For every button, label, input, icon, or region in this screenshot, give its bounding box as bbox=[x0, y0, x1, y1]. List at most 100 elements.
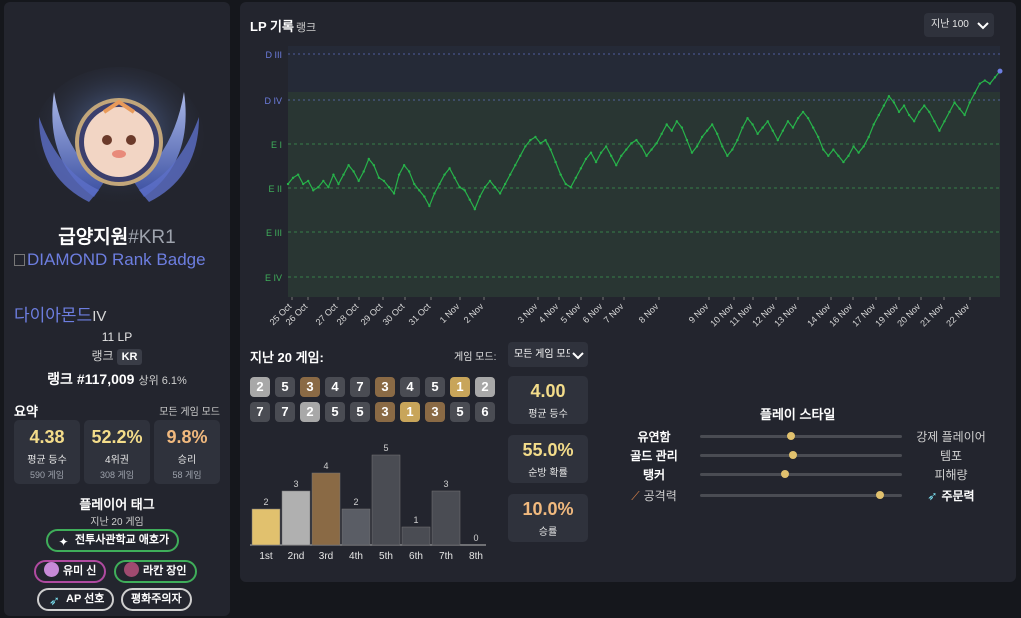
lp-point bbox=[367, 157, 370, 161]
playstyle-title: 플레이 스타일 bbox=[760, 407, 836, 422]
y-tick-label: D III bbox=[265, 50, 282, 60]
bar-value-label: 4 bbox=[323, 461, 328, 471]
placement-chip[interactable]: 6 bbox=[475, 402, 495, 422]
chevron-down-icon bbox=[570, 347, 586, 363]
placement-chip[interactable]: 5 bbox=[425, 377, 445, 397]
placement-chip[interactable]: 4 bbox=[400, 377, 420, 397]
region-label: 랭크 bbox=[91, 349, 114, 363]
lp-point bbox=[736, 138, 739, 142]
player-tag-label: 전투사관학교 애호가 bbox=[75, 534, 170, 546]
lp-point bbox=[418, 189, 421, 192]
summary-card-label: 4위권 bbox=[105, 455, 129, 466]
playstyle-right-text: 피해량 bbox=[934, 468, 968, 482]
playstyle-slider-marker bbox=[788, 451, 797, 459]
academy-icon: ✦ bbox=[58, 535, 69, 549]
placement-chip[interactable]: 7 bbox=[250, 402, 270, 422]
placement-chip[interactable]: 5 bbox=[325, 402, 345, 422]
playstyle-left-label: 골드 관리 bbox=[620, 447, 688, 464]
bar-category-label: 6th bbox=[409, 551, 423, 562]
placement-chip[interactable]: 3 bbox=[375, 402, 395, 422]
lp-point bbox=[347, 164, 350, 167]
lp-point bbox=[912, 120, 916, 123]
recent-games-title: 지난 20 게임: bbox=[250, 350, 324, 365]
lp-point bbox=[594, 160, 598, 164]
x-tick-label: 5 Nov bbox=[559, 301, 583, 325]
lp-point bbox=[887, 95, 891, 98]
placement-chip[interactable]: 7 bbox=[275, 402, 295, 422]
lp-point bbox=[337, 182, 340, 186]
distribution-bar bbox=[311, 472, 341, 546]
placement-chip[interactable]: 2 bbox=[250, 377, 270, 397]
summary-card-label: 승리 bbox=[177, 455, 197, 466]
x-tick-label: 16 Nov bbox=[827, 301, 855, 329]
lp-point bbox=[559, 173, 562, 176]
lp-point bbox=[958, 107, 961, 110]
placement-chip[interactable]: 1 bbox=[450, 377, 470, 397]
lp-point bbox=[453, 176, 456, 179]
lp-point bbox=[438, 182, 441, 186]
player-tag-rakan[interactable]: 라칸 장인 bbox=[114, 560, 197, 583]
placement-chip[interactable]: 5 bbox=[450, 402, 470, 422]
lp-point bbox=[928, 110, 931, 114]
lp-point bbox=[574, 176, 578, 179]
player-tag-ap[interactable]: ➶ AP 선호 bbox=[37, 588, 115, 611]
summary-card-sub: 308 게임 bbox=[99, 470, 135, 480]
lp-point bbox=[892, 101, 896, 104]
region-badge: KR bbox=[116, 349, 143, 365]
lp-point bbox=[493, 185, 497, 189]
lp-point bbox=[695, 145, 699, 148]
player-tag-yuumi[interactable]: 유미 신 bbox=[34, 560, 107, 583]
bar-category-label: 5th bbox=[379, 551, 393, 562]
playstyle-slider-track bbox=[700, 491, 902, 499]
summary-card-sub: 58 게임 bbox=[172, 470, 202, 480]
placement-chip[interactable]: 7 bbox=[350, 377, 370, 397]
bar-value-label: 3 bbox=[443, 479, 448, 489]
recent-card-value: 4.00 bbox=[530, 381, 566, 401]
placement-chip[interactable]: 3 bbox=[425, 402, 445, 422]
placement-chip[interactable]: 5 bbox=[275, 377, 295, 397]
lp-point bbox=[690, 151, 694, 154]
placement-chip[interactable]: 2 bbox=[475, 377, 495, 397]
lp-point bbox=[377, 176, 381, 179]
recent-card-avg-place: 4.00 평균 등수 bbox=[508, 376, 588, 424]
playstyle-slider-marker bbox=[786, 432, 795, 440]
player-tag-pacifist[interactable]: 평화주의자 bbox=[121, 588, 192, 611]
ladder-rank: 랭크 #117,009 상위 6.1% bbox=[4, 369, 230, 389]
playstyle-slider-track bbox=[700, 470, 902, 478]
game-mode-select[interactable]: 모든 게임 모드 bbox=[508, 342, 588, 367]
broken-image-icon bbox=[14, 254, 25, 266]
lp-point bbox=[564, 182, 567, 186]
rank-tier-name: 다이아몬드 bbox=[14, 306, 93, 325]
recent-card-win-rate: 10.0% 승률 bbox=[508, 494, 588, 542]
lp-point bbox=[872, 123, 875, 126]
playstyle-left-label: ⟋ 공격력 bbox=[620, 487, 688, 504]
placement-chip[interactable]: 2 bbox=[300, 402, 320, 422]
lp-point bbox=[978, 82, 982, 85]
period-select[interactable]: 지난 100 bbox=[924, 13, 994, 37]
top-percent: 상위 6.1% bbox=[138, 375, 187, 387]
bar-value-label: 3 bbox=[293, 479, 298, 489]
lp-point bbox=[620, 154, 623, 158]
lp-point bbox=[589, 151, 593, 154]
placement-chip[interactable]: 1 bbox=[400, 402, 420, 422]
x-tick-label: 31 Oct bbox=[407, 301, 433, 327]
bar-value-label: 2 bbox=[353, 497, 358, 507]
playstyle-right-label: 강제 플레이어 bbox=[910, 428, 992, 445]
distribution-bar bbox=[371, 454, 401, 546]
player-tag-academy[interactable]: ✦ 전투사관학교 애호가 bbox=[46, 529, 180, 552]
lp-history-title: LP 기록 랭크 bbox=[250, 16, 316, 35]
summary-card-sub: 590 게임 bbox=[29, 470, 65, 480]
lp-point bbox=[857, 151, 860, 154]
lp-point bbox=[710, 123, 714, 126]
placement-chip[interactable]: 3 bbox=[300, 377, 320, 397]
placement-chip[interactable]: 4 bbox=[325, 377, 345, 397]
placement-chip[interactable]: 5 bbox=[350, 402, 370, 422]
rakan-icon bbox=[124, 562, 139, 577]
lp-point bbox=[716, 132, 719, 136]
lp-point bbox=[766, 120, 769, 123]
profile-panel: 급양지원#KR1 DIAMOND Rank Badge 다이아몬드IV 11 L… bbox=[4, 2, 230, 616]
placement-chip[interactable]: 3 bbox=[375, 377, 395, 397]
lp-point bbox=[407, 170, 411, 173]
lp-point bbox=[791, 126, 795, 129]
